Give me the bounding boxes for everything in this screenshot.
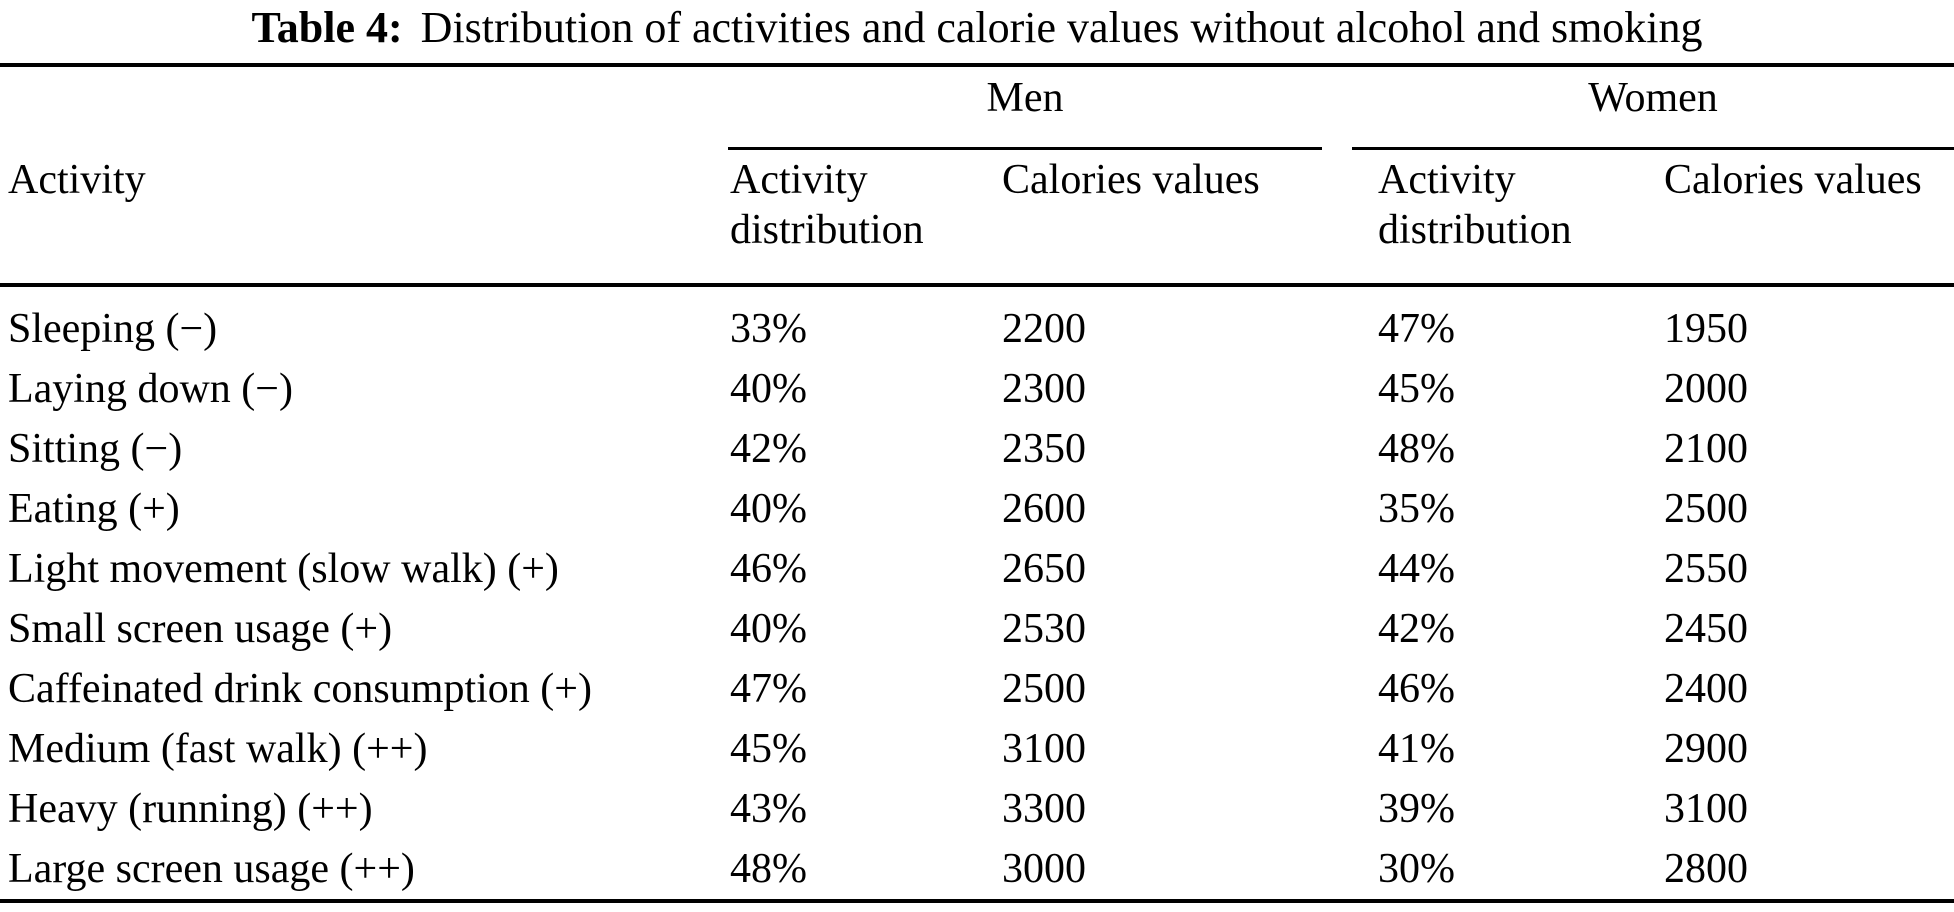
- col-header-women-calories-values: Calories values: [1664, 157, 1922, 203]
- bottom-rule: [0, 899, 1954, 903]
- cell-women-calories: 2900: [1664, 726, 1748, 772]
- col-header-women-activity-distribution: Activity distribution: [1378, 155, 1572, 255]
- top-rule: [0, 63, 1954, 67]
- cell-women-distribution: 42%: [1378, 606, 1455, 652]
- group-header-women: Women: [1588, 75, 1718, 121]
- cell-men-distribution: 43%: [730, 786, 807, 832]
- cell-activity: Heavy (running) (++): [8, 786, 373, 832]
- cell-men-calories: 2500: [1002, 666, 1086, 712]
- cell-women-calories: 2800: [1664, 846, 1748, 892]
- cell-men-calories: 2600: [1002, 486, 1086, 532]
- cell-women-calories: 2500: [1664, 486, 1748, 532]
- cell-women-distribution: 48%: [1378, 426, 1455, 472]
- cell-activity: Medium (fast walk) (++): [8, 726, 428, 772]
- cell-men-calories: 2530: [1002, 606, 1086, 652]
- cell-women-calories: 2100: [1664, 426, 1748, 472]
- cell-activity: Light movement (slow walk) (+): [8, 546, 559, 592]
- cell-women-calories: 2400: [1664, 666, 1748, 712]
- cell-women-distribution: 35%: [1378, 486, 1455, 532]
- col-header-line-1: Activity: [1378, 157, 1516, 203]
- cell-women-calories: 3100: [1664, 786, 1748, 832]
- group-header-men: Men: [986, 75, 1064, 121]
- table-row: Sleeping (−) 33% 2200 47% 1950: [0, 299, 1954, 359]
- cell-women-distribution: 39%: [1378, 786, 1455, 832]
- table-row: Small screen usage (+) 40% 2530 42% 2450: [0, 599, 1954, 659]
- cell-women-calories: 2450: [1664, 606, 1748, 652]
- cell-men-calories: 2350: [1002, 426, 1086, 472]
- cell-women-distribution: 47%: [1378, 306, 1455, 352]
- col-header-line-1: Activity: [730, 157, 868, 203]
- cell-men-calories: 2200: [1002, 306, 1086, 352]
- table-row: Caffeinated drink consumption (+) 47% 25…: [0, 659, 1954, 719]
- col-header-activity: Activity: [8, 157, 146, 203]
- col-header-line-2: distribution: [1378, 207, 1572, 253]
- cell-men-calories: 3000: [1002, 846, 1086, 892]
- men-group-rule: [728, 147, 1322, 150]
- cell-activity: Large screen usage (++): [8, 846, 415, 892]
- table-caption: Table 4: Distribution of activities and c…: [0, 0, 1954, 56]
- cell-men-distribution: 40%: [730, 606, 807, 652]
- table-row: Heavy (running) (++) 43% 3300 39% 3100: [0, 779, 1954, 839]
- col-header-men-calories-values: Calories values: [1002, 157, 1260, 203]
- cell-women-distribution: 46%: [1378, 666, 1455, 712]
- caption-label: Table 4:: [251, 3, 403, 52]
- table-row: Sitting (−) 42% 2350 48% 2100: [0, 419, 1954, 479]
- table-row: Large screen usage (++) 48% 3000 30% 280…: [0, 839, 1954, 899]
- cell-activity: Eating (+): [8, 486, 180, 532]
- cell-men-calories: 3300: [1002, 786, 1086, 832]
- table-row: Medium (fast walk) (++) 45% 3100 41% 290…: [0, 719, 1954, 779]
- cell-men-distribution: 42%: [730, 426, 807, 472]
- cell-men-calories: 2300: [1002, 366, 1086, 412]
- table-body: Sleeping (−) 33% 2200 47% 1950 Laying do…: [0, 287, 1954, 899]
- cell-men-calories: 2650: [1002, 546, 1086, 592]
- cell-men-distribution: 33%: [730, 306, 807, 352]
- cell-activity: Small screen usage (+): [8, 606, 393, 652]
- table-row: Light movement (slow walk) (+) 46% 2650 …: [0, 539, 1954, 599]
- cell-women-calories: 1950: [1664, 306, 1748, 352]
- cell-women-distribution: 41%: [1378, 726, 1455, 772]
- cell-activity: Sitting (−): [8, 426, 183, 472]
- cell-activity: Sleeping (−): [8, 306, 218, 352]
- cell-women-distribution: 45%: [1378, 366, 1455, 412]
- cell-activity: Caffeinated drink consumption (+): [8, 666, 592, 712]
- col-header-men-activity-distribution: Activity distribution: [730, 155, 924, 255]
- caption-text: Distribution of activities and calorie v…: [420, 3, 1703, 52]
- cell-women-distribution: 30%: [1378, 846, 1455, 892]
- cell-men-distribution: 45%: [730, 726, 807, 772]
- header-rule: [0, 283, 1954, 287]
- cell-activity: Laying down (−): [8, 366, 293, 412]
- col-header-line-2: distribution: [730, 207, 924, 253]
- cell-men-calories: 3100: [1002, 726, 1086, 772]
- cell-men-distribution: 47%: [730, 666, 807, 712]
- cell-women-distribution: 44%: [1378, 546, 1455, 592]
- cell-men-distribution: 40%: [730, 366, 807, 412]
- women-group-rule: [1352, 147, 1954, 150]
- cell-women-calories: 2000: [1664, 366, 1748, 412]
- cell-men-distribution: 46%: [730, 546, 807, 592]
- cell-women-calories: 2550: [1664, 546, 1748, 592]
- table-row: Eating (+) 40% 2600 35% 2500: [0, 479, 1954, 539]
- cell-men-distribution: 40%: [730, 486, 807, 532]
- table-row: Laying down (−) 40% 2300 45% 2000: [0, 359, 1954, 419]
- cell-men-distribution: 48%: [730, 846, 807, 892]
